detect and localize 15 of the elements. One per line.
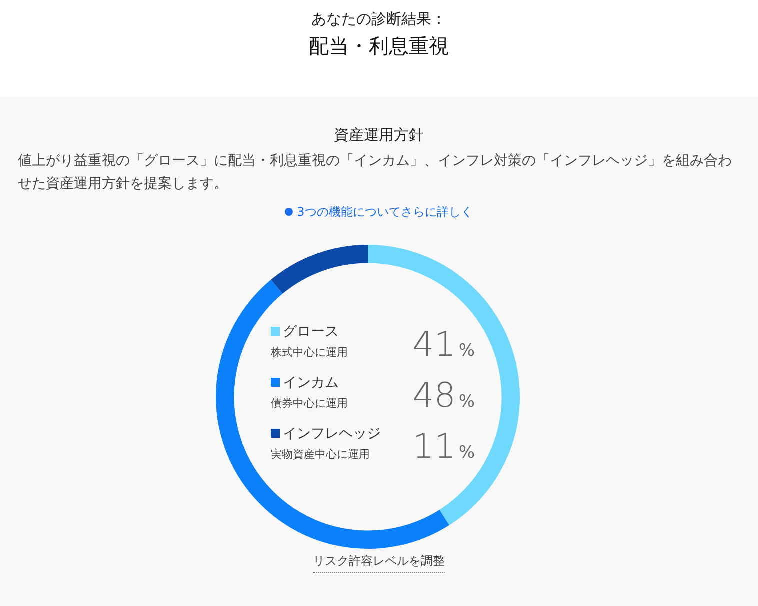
legend-label: インフレヘッジ	[282, 425, 381, 443]
data-label: 48%	[412, 376, 475, 416]
text: 値上がり益重視の「グロース」に配当・利息重視の「インカム」、インフレ対策の「インフレヘッジ」を組み合わせた資産運用方針を提案します。	[18, 152, 733, 194]
chart-title: あなたの診断結果：	[310, 10, 448, 29]
text: 債券中心に運用	[271, 396, 348, 411]
text: 実物資産中心に運用	[271, 447, 370, 462]
text: リスク許容レベルを調整	[313, 554, 445, 573]
data-label: 11%	[412, 427, 475, 467]
text: 3つの機能についてさらに詳しく	[296, 204, 474, 221]
text: 資産運用方針	[333, 126, 425, 145]
legend-label: グロース	[282, 323, 339, 341]
chart-subtitle: 配当・利息重視	[308, 33, 450, 60]
data-label: 41%	[412, 325, 475, 365]
text: 株式中心に運用	[271, 345, 348, 360]
legend-label: インカム	[282, 374, 339, 392]
